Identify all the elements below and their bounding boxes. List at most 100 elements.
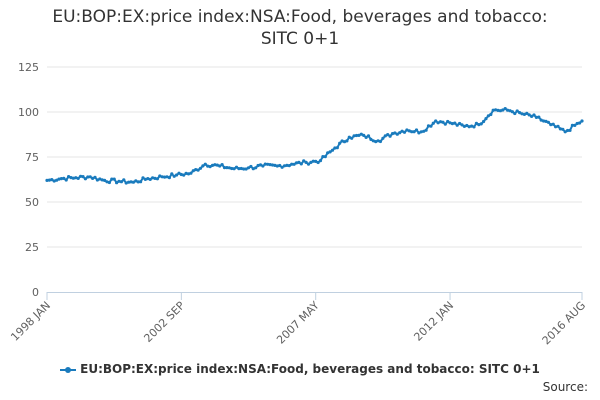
x-tick-label: 2016 AUG bbox=[540, 299, 589, 348]
data-point bbox=[136, 180, 140, 184]
chart-title-line-1: EU:BOP:EX:price index:NSA:Food, beverage… bbox=[52, 7, 548, 27]
data-point bbox=[165, 175, 169, 179]
data-point bbox=[316, 160, 320, 165]
data-point bbox=[141, 176, 145, 180]
data-point bbox=[127, 180, 131, 184]
data-point bbox=[79, 174, 83, 178]
data-point bbox=[532, 113, 536, 117]
data-point bbox=[76, 176, 80, 180]
data-point bbox=[213, 163, 217, 167]
y-tick-label: 25 bbox=[25, 241, 39, 254]
data-point bbox=[218, 164, 222, 168]
data-point bbox=[146, 177, 150, 181]
data-point bbox=[371, 139, 375, 143]
data-point bbox=[285, 163, 289, 167]
data-point bbox=[578, 121, 582, 125]
data-point bbox=[520, 112, 524, 116]
data-point bbox=[91, 176, 95, 180]
data-point bbox=[544, 119, 548, 123]
data-point bbox=[472, 125, 476, 129]
data-point bbox=[268, 163, 272, 167]
data-point bbox=[254, 166, 258, 170]
data-point bbox=[323, 155, 327, 159]
chart-title: EU:BOP:EX:price index:NSA:Food, beverage… bbox=[0, 6, 600, 50]
data-point bbox=[393, 131, 397, 135]
data-point bbox=[239, 166, 243, 171]
data-point bbox=[357, 133, 361, 137]
data-point bbox=[160, 175, 164, 179]
data-point bbox=[107, 180, 111, 185]
data-point bbox=[196, 168, 200, 172]
data-point bbox=[167, 176, 171, 180]
data-point bbox=[170, 172, 174, 176]
series-line bbox=[46, 107, 583, 184]
data-point bbox=[347, 135, 351, 139]
data-point bbox=[422, 129, 426, 133]
data-point bbox=[208, 165, 212, 169]
data-point bbox=[482, 119, 486, 124]
data-point bbox=[400, 129, 404, 133]
data-point bbox=[50, 178, 54, 182]
x-tick-label: 1998 JAN bbox=[8, 299, 53, 344]
data-point bbox=[453, 121, 457, 125]
data-point bbox=[258, 163, 263, 167]
data-point bbox=[210, 163, 215, 167]
data-point bbox=[47, 178, 52, 182]
data-point bbox=[234, 165, 239, 169]
data-point bbox=[280, 165, 284, 169]
data-point bbox=[143, 177, 147, 181]
data-point bbox=[112, 177, 116, 181]
data-point bbox=[364, 135, 368, 139]
data-point bbox=[510, 110, 514, 114]
data-point bbox=[59, 177, 64, 181]
data-point bbox=[186, 172, 191, 176]
data-point bbox=[551, 122, 555, 126]
data-point bbox=[290, 162, 294, 166]
data-point bbox=[328, 150, 332, 154]
legend[interactable]: EU:BOP:EX:price index:NSA:Food, beverage… bbox=[0, 362, 600, 376]
data-point bbox=[477, 123, 481, 127]
data-point bbox=[501, 108, 505, 112]
legend-line-marker-icon bbox=[60, 365, 77, 375]
data-point bbox=[158, 174, 162, 178]
data-point bbox=[191, 169, 195, 173]
data-point bbox=[148, 177, 152, 181]
data-point bbox=[467, 125, 471, 129]
data-point bbox=[81, 175, 85, 179]
data-point bbox=[227, 166, 231, 170]
data-point bbox=[374, 140, 378, 144]
data-point bbox=[294, 161, 299, 165]
data-point bbox=[448, 121, 452, 125]
data-point bbox=[86, 175, 90, 179]
data-point bbox=[64, 178, 68, 182]
data-point bbox=[100, 178, 104, 182]
data-point bbox=[151, 176, 155, 180]
data-point bbox=[354, 133, 359, 138]
data-point bbox=[438, 120, 443, 124]
data-point bbox=[98, 177, 102, 181]
data-point bbox=[292, 162, 296, 166]
data-point bbox=[362, 133, 366, 137]
data-point bbox=[414, 128, 419, 132]
data-point bbox=[450, 122, 454, 126]
data-point bbox=[388, 134, 392, 138]
data-point bbox=[95, 178, 99, 182]
data-point bbox=[326, 151, 330, 155]
data-point bbox=[474, 121, 478, 125]
data-point bbox=[194, 168, 198, 172]
data-point bbox=[494, 108, 498, 112]
data-point bbox=[206, 164, 210, 168]
data-point bbox=[83, 177, 87, 181]
data-point bbox=[103, 178, 107, 182]
data-point bbox=[117, 179, 121, 183]
x-tick-label: 2012 JAN bbox=[411, 299, 456, 344]
data-point bbox=[537, 115, 541, 119]
data-point bbox=[67, 175, 71, 179]
data-point bbox=[534, 115, 539, 119]
data-point bbox=[119, 180, 123, 184]
data-point bbox=[71, 176, 75, 180]
y-tick-label: 125 bbox=[18, 61, 39, 74]
data-point bbox=[546, 120, 551, 124]
data-point bbox=[580, 119, 584, 123]
